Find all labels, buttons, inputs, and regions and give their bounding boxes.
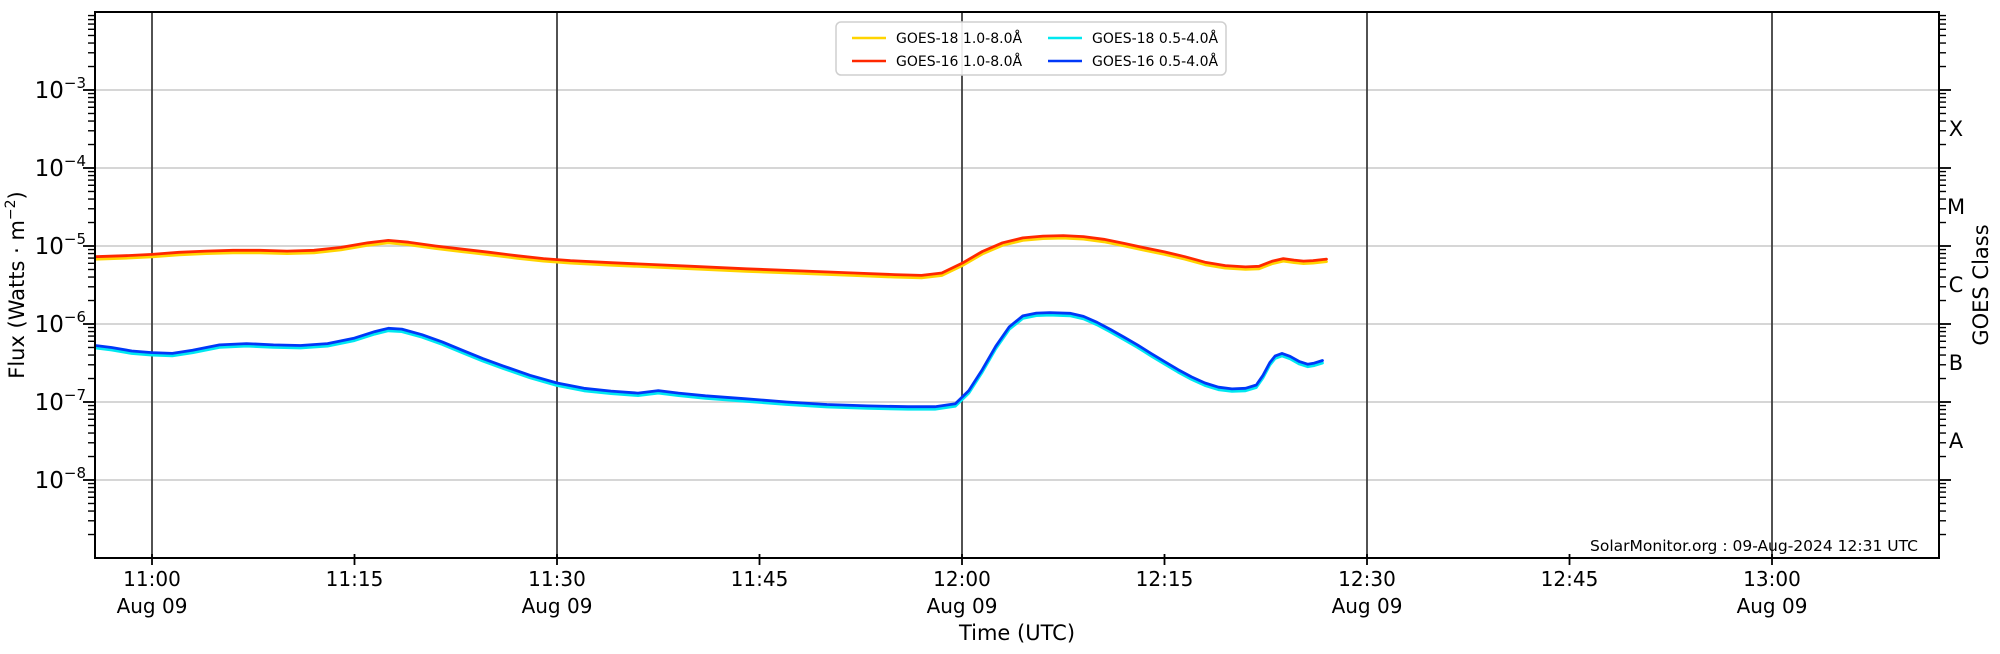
x-tick-time-label: 11:30 [528, 567, 586, 591]
legend-label: GOES-18 0.5-4.0Å [1092, 30, 1218, 47]
x-tick-time-label: 11:15 [326, 567, 384, 591]
y-tick-labels: 10−3 10−4 10−5 10−6 10−7 10−8 [35, 74, 86, 494]
series-line-goes-18-1.0-8.0- [93, 236, 1328, 280]
plot-border [94, 11, 1940, 559]
x-tick-time-label: 11:00 [123, 567, 181, 591]
goes-class-letter: X [1949, 117, 1963, 141]
y-tick-label: 10−6 [35, 308, 86, 338]
flux-curves [93, 234, 1328, 411]
y-tick-label: 10−3 [35, 74, 86, 104]
goes-class-letter: A [1949, 429, 1964, 453]
x-tick-time-label: 13:00 [1743, 567, 1801, 591]
y-tick-label: 10−4 [35, 152, 86, 182]
x-tick-time-label: 12:00 [933, 567, 991, 591]
v-gridlines [151, 12, 1773, 558]
goes-class-letter: M [1947, 195, 1965, 219]
series-line-goes-16-1.0-8.0- [93, 234, 1328, 277]
x-tick-labels: 11:00 Aug 09 11:15 11:30 Aug 09 11:45 12:00 Aug… [117, 567, 1808, 618]
watermark-text: SolarMonitor.org : 09-Aug-2024 12:31 UTC [1590, 537, 1918, 555]
y-axis-title-superscript: −2 [3, 199, 19, 220]
x-tick-time-label: 12:15 [1136, 567, 1194, 591]
y-tick-label: 10−8 [35, 464, 86, 494]
y-axis-title-close: ) [5, 191, 29, 199]
h-gridlines [95, 89, 1939, 481]
goes-class-letter: B [1949, 351, 1963, 375]
y-tick-label: 10−7 [35, 386, 86, 416]
y-axis-title: Flux (Watts · m−2) [3, 191, 29, 379]
axes-spines [94, 11, 1940, 559]
goes-class-labels: X M C B A [1947, 117, 1965, 453]
x-tick-date-label: Aug 09 [927, 594, 998, 618]
y-tick-label: 10−5 [35, 230, 86, 260]
goes-class-letter: C [1949, 273, 1964, 297]
legend-box [835, 21, 1227, 76]
x-axis-title: Time (UTC) [958, 621, 1075, 645]
legend-label: GOES-18 1.0-8.0Å [896, 30, 1022, 47]
x-tick-date-label: Aug 09 [522, 594, 593, 618]
legend: GOES-18 1.0-8.0Å GOES-16 1.0-8.0Å GOES-18 … [835, 21, 1227, 76]
legend-label: GOES-16 0.5-4.0Å [1092, 53, 1218, 70]
x-tick-date-label: Aug 09 [117, 594, 188, 618]
x-tick-time-label: 11:45 [731, 567, 789, 591]
series-line-goes-18-0.5-4.0- [93, 313, 1324, 411]
x-tick-time-label: 12:45 [1541, 567, 1599, 591]
x-tick-time-label: 12:30 [1338, 567, 1396, 591]
y-axis-title-right: GOES Class [1969, 224, 1993, 345]
x-tick-date-label: Aug 09 [1737, 594, 1808, 618]
y-axis-title-main: Flux (Watts · m [5, 220, 29, 379]
legend-label: GOES-16 1.0-8.0Å [896, 53, 1022, 70]
x-tick-date-label: Aug 09 [1332, 594, 1403, 618]
series-line-goes-16-0.5-4.0- [93, 311, 1324, 409]
tick-marks [83, 14, 1951, 565]
